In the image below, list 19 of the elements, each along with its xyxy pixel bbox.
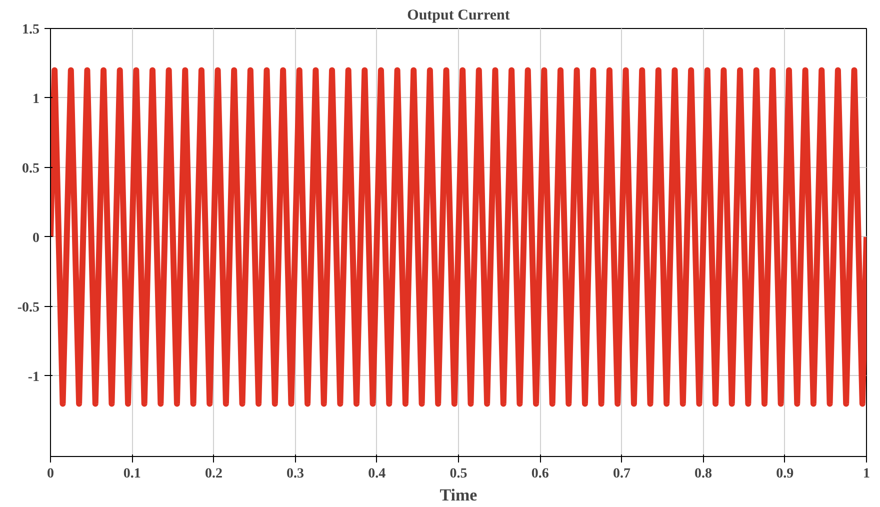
y-tick-label: -1 — [28, 370, 40, 385]
x-tick-label: 0.5 — [450, 466, 468, 482]
x-tick-label: 0.4 — [368, 466, 386, 482]
x-axis-title: Time — [440, 486, 478, 504]
x-tick-label: 0.3 — [286, 466, 304, 482]
x-tick-label: 0 — [47, 466, 54, 482]
x-tick-label: 0.2 — [204, 466, 222, 482]
y-tick-label: 0.5 — [22, 161, 40, 176]
x-tick-label: 1 — [863, 466, 870, 482]
x-tick-label: 0.8 — [694, 466, 712, 482]
x-tick-label: 0.9 — [776, 466, 794, 482]
chart-title: Output Current — [407, 8, 510, 24]
y-tick-label: -0.5 — [17, 300, 40, 316]
y-tick-label: 1 — [32, 92, 40, 107]
y-tick-label: 0 — [32, 230, 40, 246]
x-tick-label: 0.7 — [612, 466, 630, 482]
x-tick-label: 0.6 — [531, 466, 549, 482]
x-tick-label: 0.1 — [123, 466, 141, 482]
y-tick-label: 1.5 — [22, 22, 40, 38]
